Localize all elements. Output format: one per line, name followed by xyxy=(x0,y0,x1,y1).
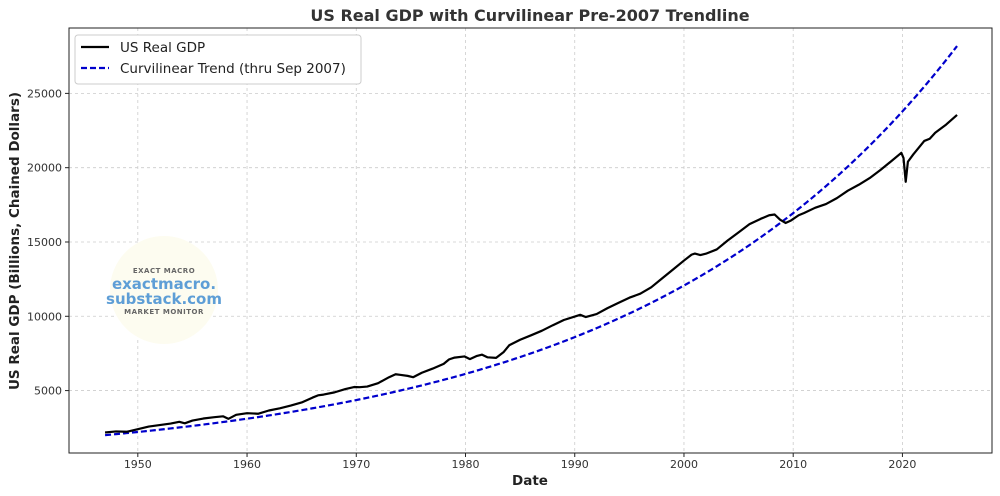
x-tick-label: 1970 xyxy=(342,458,370,471)
x-tick-label: 2000 xyxy=(670,458,698,471)
plot-frame xyxy=(68,27,993,454)
chart-title: US Real GDP with Curvilinear Pre-2007 Tr… xyxy=(310,6,749,25)
grid xyxy=(69,28,992,453)
x-tick-label: 2010 xyxy=(779,458,807,471)
x-tick-label: 2020 xyxy=(888,458,916,471)
y-tick-label: 25000 xyxy=(27,87,62,100)
legend-label-trend: Curvilinear Trend (thru Sep 2007) xyxy=(120,61,346,77)
legend-box xyxy=(74,34,362,85)
y-axis-label: US Real GDP (Billions, Chained Dollars) xyxy=(7,92,23,390)
x-axis-label: Date xyxy=(512,473,548,489)
x-tick-label: 1990 xyxy=(561,458,589,471)
series-layer xyxy=(104,45,958,437)
x-tick-label: 1950 xyxy=(124,458,152,471)
y-tick-label: 20000 xyxy=(27,162,62,175)
series-line-trend xyxy=(104,45,958,437)
axis-ticks: 1950 1960 1970 1980 1990 2000 2010 2020 5000 1000… xyxy=(27,87,916,471)
watermark-line1: EXACT MACRO xyxy=(133,267,195,275)
watermark-badge xyxy=(110,236,218,344)
x-tick-label: 1980 xyxy=(452,458,480,471)
legend-label-gdp: US Real GDP xyxy=(120,40,205,56)
x-tick-label: 1960 xyxy=(233,458,261,471)
watermark-line4: MARKET MONITOR xyxy=(124,308,204,316)
legend: US Real GDP Curvilinear Trend (thru Sep … xyxy=(74,34,362,85)
y-tick-label: 5000 xyxy=(34,385,62,398)
watermark-line2: exactmacro. xyxy=(112,275,216,293)
y-tick-label: 10000 xyxy=(27,310,62,323)
series-line-gdp xyxy=(104,114,958,434)
watermark: EXACT MACRO exactmacro. substack.com MAR… xyxy=(106,236,222,344)
y-tick-label: 15000 xyxy=(27,236,62,249)
watermark-line3: substack.com xyxy=(106,290,222,308)
